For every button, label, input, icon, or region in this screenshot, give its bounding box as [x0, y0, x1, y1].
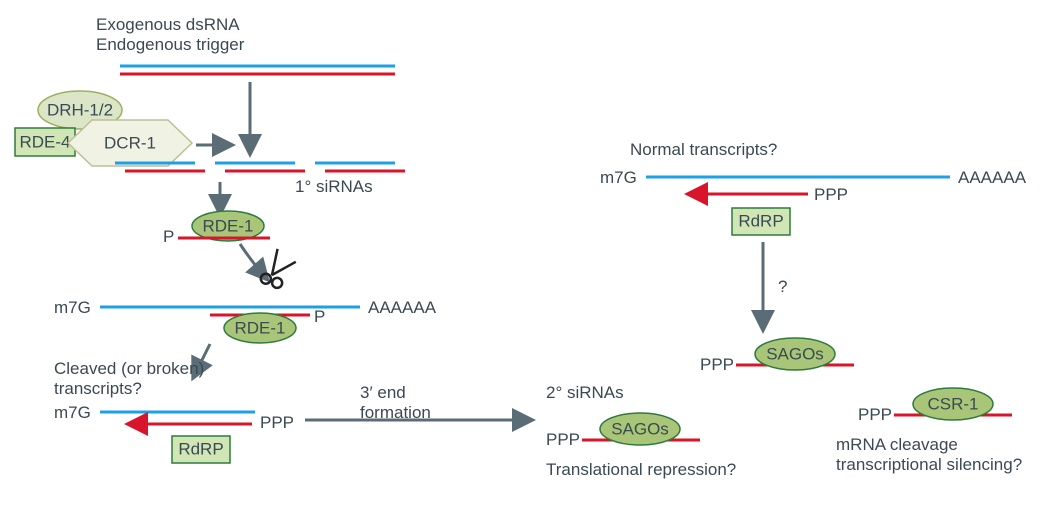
header-line1: Exogenous dsRNA	[96, 15, 240, 34]
three-prime-1: 3′ end	[360, 383, 406, 402]
dcr-label: DCR-1	[104, 133, 156, 152]
rde1-loaded: RDE-1 P	[163, 211, 270, 246]
cleaved-transcript: m7G PPP	[54, 403, 294, 432]
cleaved-line2: transcripts?	[54, 379, 142, 398]
rde4-label: RDE-4	[19, 132, 70, 151]
mrna-line1: mRNA cleavage	[836, 435, 958, 454]
drh-label: DRH-1/2	[47, 100, 113, 119]
csr-label: CSR-1	[927, 394, 978, 413]
m7g-2: m7G	[54, 403, 91, 422]
ppp-3: PPP	[814, 185, 848, 204]
ppp-5: PPP	[858, 405, 892, 424]
mrna-line2: transcriptional silencing?	[836, 455, 1022, 474]
sago-label-1: SAGOs	[611, 419, 669, 438]
sago-2: PPP SAGOs	[700, 338, 854, 374]
rdrp-label-1: RdRP	[178, 439, 223, 458]
aaa-2: AAAAAA	[958, 168, 1027, 187]
header-line2: Endogenous trigger	[96, 35, 245, 54]
dsrna-duplex	[120, 66, 395, 74]
mrna-target: m7G AAAAAA P RDE-1	[54, 298, 437, 343]
ppp-4: PPP	[700, 355, 734, 374]
ppp-1: PPP	[260, 413, 294, 432]
m7g-1: m7G	[54, 298, 91, 317]
arrow-4	[240, 244, 266, 278]
aaa-1: AAAAAA	[368, 298, 437, 317]
rdrp-box-2: RdRP	[732, 208, 790, 235]
m7g-3: m7G	[600, 168, 637, 187]
normal-q: Normal transcripts?	[630, 140, 777, 159]
normal-transcript: m7G AAAAAA PPP	[600, 168, 1027, 204]
csr1: PPP CSR-1	[858, 388, 1012, 424]
primary-sirna-label: 1° siRNAs	[295, 177, 373, 196]
p-label-2: P	[314, 307, 325, 326]
rdrp-box-1: RdRP	[172, 436, 230, 463]
p-label-1: P	[163, 227, 174, 246]
qmark: ?	[778, 277, 787, 296]
cleaved-line1: Cleaved (or broken)	[54, 359, 204, 378]
three-prime-2: formation	[360, 403, 431, 422]
ppp-2: PPP	[546, 430, 580, 449]
dicer-complex: DRH-1/2 RDE-4 DCR-1	[15, 91, 192, 166]
sago-1: PPP SAGOs	[546, 413, 700, 449]
secondary-label: 2° siRNAs	[546, 383, 624, 402]
primary-sirnas	[115, 163, 405, 171]
scissors-icon	[259, 248, 297, 292]
rde1-label-2: RDE-1	[234, 318, 285, 337]
sago-label-2: SAGOs	[766, 344, 824, 363]
rdrp-label-2: RdRP	[738, 211, 783, 230]
translational-label: Translational repression?	[546, 460, 736, 479]
rde1-label-1: RDE-1	[202, 216, 253, 235]
